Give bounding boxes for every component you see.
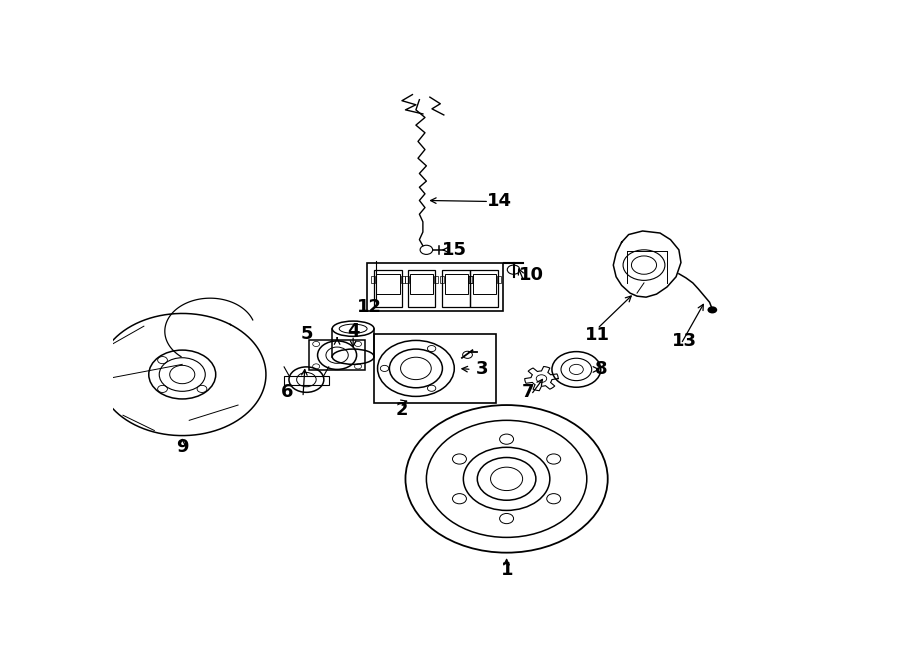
Bar — [310, 340, 365, 370]
Bar — [372, 276, 375, 283]
Bar — [445, 274, 468, 294]
Bar — [367, 262, 503, 311]
Bar — [408, 270, 436, 307]
Text: 8: 8 — [594, 360, 608, 379]
Text: 9: 9 — [176, 438, 188, 456]
Text: 1: 1 — [501, 561, 514, 580]
Text: 10: 10 — [518, 266, 544, 284]
Text: 11: 11 — [585, 326, 610, 344]
Text: 2: 2 — [396, 401, 409, 419]
Bar — [410, 274, 433, 294]
Text: 12: 12 — [356, 298, 382, 317]
Bar — [405, 276, 409, 283]
Bar — [374, 334, 496, 403]
Bar — [443, 270, 471, 307]
Text: 15: 15 — [442, 241, 467, 259]
Bar — [471, 270, 499, 307]
Text: 7: 7 — [521, 383, 534, 401]
Bar — [400, 276, 405, 283]
Circle shape — [707, 306, 717, 313]
Text: 14: 14 — [487, 192, 512, 210]
Bar — [469, 276, 473, 283]
Text: 13: 13 — [672, 332, 697, 350]
Bar — [434, 276, 438, 283]
Bar — [439, 276, 444, 283]
Bar — [497, 276, 501, 283]
Bar — [374, 270, 402, 307]
Text: 5: 5 — [301, 325, 312, 343]
Text: 6: 6 — [281, 383, 293, 401]
Text: 4: 4 — [346, 323, 359, 340]
Text: 3: 3 — [476, 360, 489, 379]
Bar — [376, 274, 400, 294]
Bar — [467, 276, 472, 283]
Bar — [284, 375, 328, 385]
Bar — [472, 274, 496, 294]
